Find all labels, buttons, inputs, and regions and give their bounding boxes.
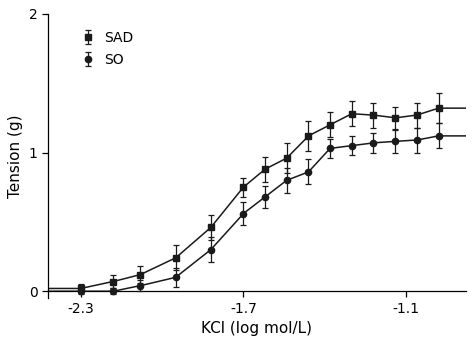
X-axis label: KCl (log mol/L): KCl (log mol/L) — [201, 321, 312, 336]
Legend: SAD, SO: SAD, SO — [76, 27, 137, 71]
Y-axis label: Tension (g): Tension (g) — [9, 114, 23, 198]
